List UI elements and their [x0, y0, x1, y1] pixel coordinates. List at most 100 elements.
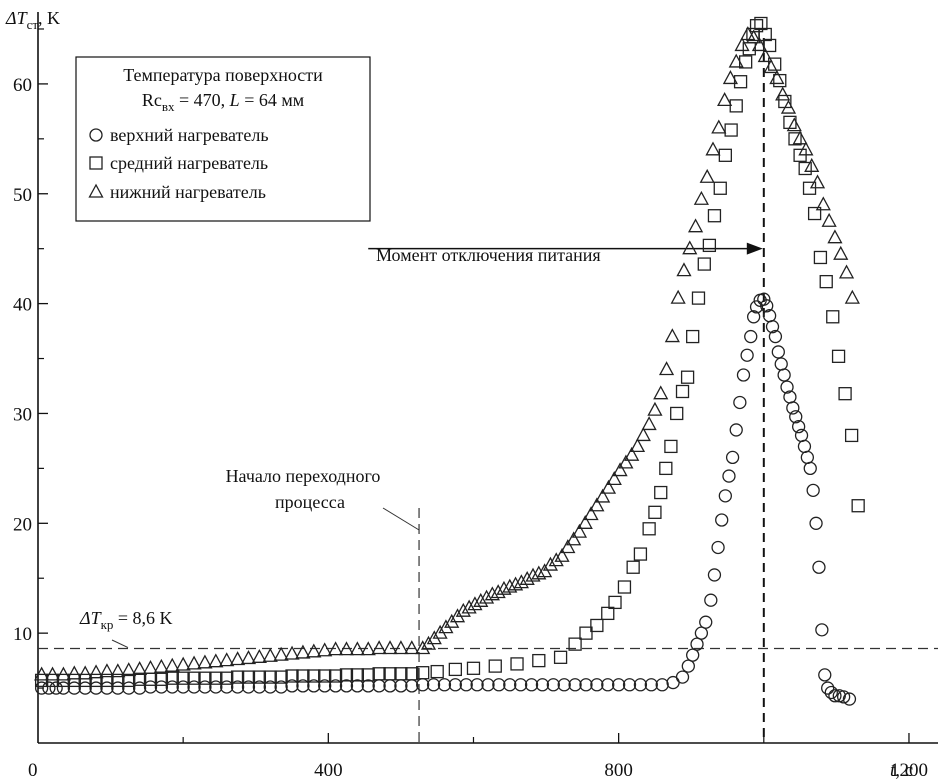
series-upper-point	[154, 680, 169, 694]
series-middle-point	[307, 669, 321, 683]
series-middle-point	[838, 387, 852, 401]
series-upper-point	[836, 690, 851, 704]
series-middle-point	[724, 123, 738, 137]
series-upper-point	[328, 679, 343, 693]
series-middle-point	[405, 667, 419, 681]
series-lower-point	[589, 497, 605, 512]
power-off-annotation: Момент отключения питания	[368, 38, 765, 743]
series-lower-point	[676, 262, 692, 277]
series-lower-point	[809, 174, 826, 189]
threshold-label-value: = 8,6 K	[113, 608, 172, 628]
series-middle-point	[328, 669, 343, 683]
series-upper-point	[296, 679, 310, 693]
series-upper-point	[789, 410, 803, 424]
transition-annotation: Начало переходного процесса	[226, 466, 420, 743]
series-lower-point	[577, 514, 593, 529]
series-upper-point	[318, 679, 332, 693]
series-lower-point	[496, 580, 512, 595]
series-upper-point	[707, 568, 722, 582]
series-lower-point	[525, 567, 541, 582]
threshold-label-main: ΔT	[79, 608, 103, 628]
series-upper-point	[686, 648, 700, 662]
series-lower-point	[473, 592, 489, 607]
series-lower-point	[583, 506, 599, 521]
series-upper-point	[722, 469, 736, 483]
series-middle-point	[154, 672, 169, 686]
legend-entry-lower: нижний нагреватель	[110, 182, 266, 202]
series-lower-point	[606, 470, 622, 486]
series-lower-point	[404, 640, 420, 655]
series-middle-point	[697, 257, 711, 271]
y-ticks: 10 20 30 40 50 60	[13, 28, 48, 689]
series-middle-point	[691, 291, 706, 305]
series-lower-point	[560, 539, 576, 554]
x-tick-label: 400	[314, 760, 343, 781]
series-upper-point	[815, 623, 829, 637]
series-lower-point	[699, 168, 715, 183]
series-lower-point	[77, 665, 93, 680]
x-axis-label-var: t	[890, 760, 896, 781]
series-upper-point	[601, 678, 615, 692]
series-lower-point	[478, 589, 495, 604]
series-lower-point	[142, 659, 159, 674]
series-lower-point	[595, 488, 611, 503]
series-upper-point	[448, 678, 462, 692]
series-upper-point	[803, 461, 817, 476]
series-middle-point	[318, 669, 332, 683]
legend-entries: верхний нагреватель средний нагреватель …	[88, 125, 269, 202]
series-lower-point	[647, 401, 663, 416]
y-tick-label: 30	[13, 404, 32, 425]
series-middle-point	[296, 669, 310, 683]
series-upper-point	[143, 680, 158, 694]
series-lower-point	[531, 565, 547, 580]
series-middle-point	[707, 209, 722, 223]
series-lower-point	[306, 643, 322, 658]
series-upper-point	[771, 345, 785, 359]
series-middle-point	[263, 670, 277, 684]
series-lower-point	[484, 586, 500, 601]
series-middle-point	[686, 329, 700, 344]
series-lower-point	[571, 523, 588, 538]
threshold-label-sub: кр	[101, 617, 114, 632]
series-lower-point	[197, 654, 213, 669]
series-middle-point	[758, 27, 772, 42]
series-middle-point	[220, 671, 234, 685]
series-lower-point	[338, 641, 355, 656]
series-middle-point	[132, 672, 147, 686]
series-lower-point	[746, 29, 762, 44]
series-upper-point	[655, 678, 669, 692]
series-lower-point	[786, 117, 802, 132]
legend-title-L: L	[229, 90, 240, 110]
transition-leader-line	[382, 507, 420, 531]
series-lower-point	[461, 599, 477, 614]
series-upper-point	[187, 680, 201, 694]
series-upper-point	[34, 681, 49, 695]
series-upper-point	[694, 626, 709, 640]
series-upper-point	[675, 670, 690, 684]
series-middle-point	[466, 661, 481, 675]
threshold-label: ΔTкр = 8,6 K	[79, 608, 173, 632]
series-upper-point	[220, 680, 234, 694]
series-upper-point	[725, 450, 740, 465]
y-axis-label-main: ΔT	[5, 8, 29, 28]
series-upper-point	[568, 678, 582, 692]
x-ticks: 0 400 800 1200	[28, 733, 928, 781]
series-upper-point	[383, 679, 397, 693]
series-lower-point	[658, 361, 675, 376]
series-lower-point	[415, 640, 431, 655]
series-middle-point	[626, 560, 640, 574]
series-lower-point	[349, 641, 365, 656]
series-lower-point	[153, 658, 169, 673]
series-middle-point	[100, 673, 114, 688]
series-lower-point	[542, 556, 559, 571]
series-lower-point	[635, 427, 651, 442]
series-lower-point	[360, 641, 376, 656]
series-middle-point	[350, 668, 365, 682]
legend-title-line1: Температура поверхности	[123, 65, 323, 85]
series-middle-point	[675, 384, 690, 399]
series-upper-point	[285, 679, 299, 693]
series-upper-point	[241, 680, 256, 694]
series-middle-point	[579, 626, 593, 640]
series-lower-point	[827, 229, 843, 244]
series-lower-point	[164, 657, 180, 672]
